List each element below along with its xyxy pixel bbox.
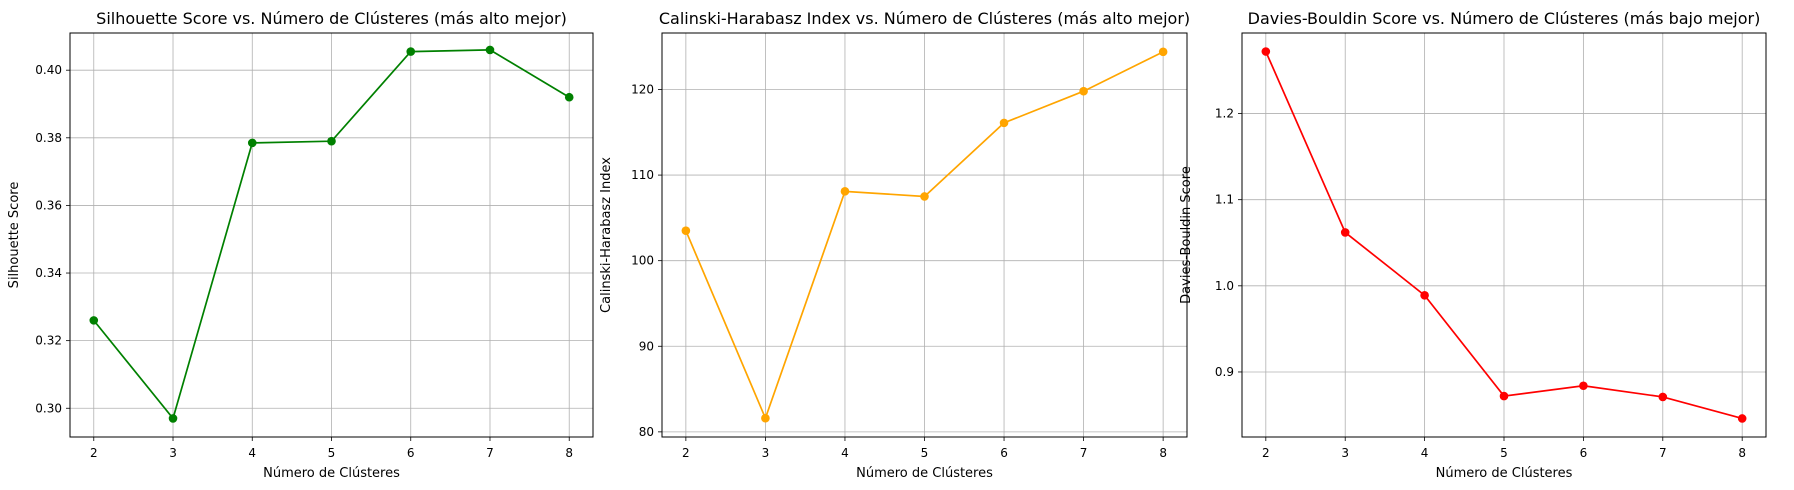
data-point: [1579, 381, 1588, 391]
x-axis-label: Número de Clústeres: [263, 466, 400, 481]
x-axis-label: Número de Clústeres: [1436, 466, 1573, 481]
x-tick-label: 5: [1500, 446, 1508, 460]
x-tick-label: 7: [486, 446, 494, 460]
data-point: [327, 136, 336, 146]
y-axis-label: Davies-Bouldin Score: [1179, 166, 1194, 304]
data-point: [1658, 392, 1668, 402]
data-point: [168, 414, 178, 423]
x-axis-label: Número de Clústeres: [856, 466, 993, 481]
data-point: [485, 45, 495, 55]
x-tick-label: 6: [1000, 446, 1008, 460]
x-tick-label: 3: [1341, 446, 1349, 460]
x-tick-label: 7: [1659, 446, 1667, 460]
x-tick-label: 5: [921, 446, 929, 460]
y-tick-label: 0.30: [35, 401, 62, 415]
x-tick-label: 3: [762, 446, 770, 460]
y-tick-label: 110: [631, 168, 654, 182]
data-point: [761, 413, 770, 423]
x-tick-label: 6: [1580, 446, 1588, 460]
y-tick-label: 0.36: [35, 198, 62, 212]
y-tick-label: 1.1: [1215, 193, 1234, 207]
data-point: [1340, 228, 1350, 237]
data-point: [1261, 47, 1271, 56]
davies-panel: 2 3 4 5 6 7 8 0.9 1.0 1.1 1.2 Davies-Bouldin Score …: [1179, 9, 1767, 481]
y-tick-label: 120: [631, 82, 654, 96]
y-tick-label: 1.0: [1215, 279, 1234, 293]
data-point: [406, 47, 416, 56]
y-tick-label: 0.32: [35, 334, 62, 348]
chart-title: Davies-Bouldin Score vs. Número de Clúst…: [1248, 9, 1761, 28]
x-tick-label: 4: [1421, 446, 1429, 460]
y-axis-label: Silhouette Score: [7, 182, 22, 289]
data-point: [999, 118, 1009, 128]
data-point: [89, 316, 99, 325]
y-axis-label: Calinski-Harabasz Index: [599, 157, 614, 313]
x-tick-label: 2: [90, 446, 98, 460]
y-tick-label: 100: [631, 254, 654, 268]
y-tick-label: 0.38: [35, 131, 62, 145]
data-point: [564, 92, 574, 102]
y-tick-label: 0.40: [35, 63, 62, 77]
data-point: [1158, 47, 1168, 57]
x-tick-label: 6: [407, 446, 415, 460]
x-tick-label: 7: [1080, 446, 1088, 460]
x-tick-label: 4: [841, 446, 849, 460]
y-tick-label: 0.9: [1215, 365, 1234, 379]
x-tick-label: 2: [1262, 446, 1270, 460]
x-tick-label: 3: [169, 446, 177, 460]
x-tick-label: 2: [682, 446, 690, 460]
y-tick-label: 90: [639, 339, 654, 353]
x-tick-label: 8: [565, 446, 573, 460]
data-point: [920, 192, 929, 201]
data-point: [681, 226, 691, 236]
calinski-panel: 2 3 4 5 6 7 8 80 90 100 110 120 Calinski-Harabasz In…: [599, 9, 1190, 481]
chart-title: Silhouette Score vs. Número de Clústeres…: [96, 9, 567, 28]
data-point: [1737, 414, 1747, 423]
x-tick-label: 5: [328, 446, 336, 460]
x-tick-label: 8: [1159, 446, 1167, 460]
data-point: [247, 138, 257, 148]
x-tick-label: 8: [1738, 446, 1746, 460]
y-tick-label: 1.2: [1215, 107, 1234, 121]
y-tick-label: 80: [639, 425, 654, 439]
chart-title: Calinski-Harabasz Index vs. Número de Cl…: [659, 9, 1190, 28]
x-tick-label: 4: [248, 446, 256, 460]
data-point: [1079, 86, 1088, 96]
y-tick-label: 0.34: [35, 266, 62, 280]
data-point: [840, 187, 850, 196]
silhouette-panel: 2 3 4 5 6 7 8 0.30 0.32 0.34 0.36 0.38 0.40 Silhouett…: [7, 9, 594, 481]
data-point: [1499, 391, 1509, 401]
data-point: [1420, 290, 1429, 300]
